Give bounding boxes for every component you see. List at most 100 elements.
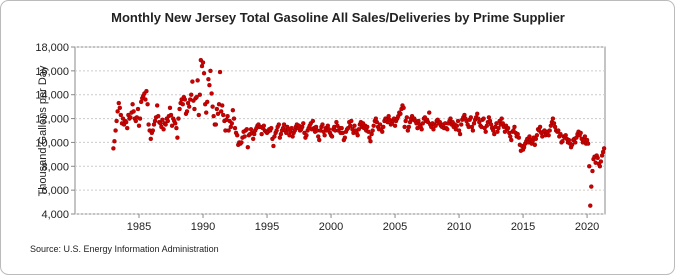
data-point (316, 134, 321, 139)
y-tick-label: 10,000 (35, 137, 69, 149)
data-point (558, 131, 563, 137)
data-point (348, 123, 353, 128)
data-point (167, 105, 173, 111)
data-point (248, 127, 254, 132)
data-point (235, 133, 240, 138)
data-point (218, 109, 224, 114)
data-point (459, 122, 464, 127)
data-point (509, 137, 514, 143)
data-point (386, 113, 391, 119)
data-point (196, 112, 201, 118)
data-point (214, 106, 220, 112)
data-point (161, 127, 166, 132)
data-point (534, 133, 540, 138)
data-point (448, 116, 453, 121)
data-point (261, 123, 267, 128)
data-point (601, 146, 607, 151)
data-point (133, 118, 139, 124)
data-point (599, 153, 605, 158)
data-point (325, 123, 331, 128)
data-point (177, 106, 182, 112)
data-point (300, 124, 305, 130)
data-point (455, 118, 461, 124)
data-point (281, 122, 287, 127)
data-point (182, 97, 188, 102)
data-point (462, 112, 467, 118)
data-point (598, 159, 604, 164)
data-point (194, 94, 199, 100)
data-point (367, 135, 372, 140)
data-point (136, 123, 142, 128)
data-point (597, 164, 603, 169)
data-point (469, 124, 475, 130)
data-point (457, 131, 463, 137)
data-point (146, 122, 151, 127)
data-point (427, 110, 432, 115)
data-point (190, 79, 195, 84)
x-tick-label: 1985 (127, 221, 151, 233)
data-point (366, 129, 371, 134)
data-point (587, 164, 592, 169)
x-tick-label: 2015 (511, 221, 535, 233)
data-point (211, 113, 216, 119)
y-axis-label: Thousand Gallons per Day (37, 65, 49, 196)
data-point (173, 121, 178, 126)
source-note: Source: U.S. Energy Information Administ… (30, 244, 219, 254)
data-point (113, 128, 118, 133)
data-point (130, 102, 135, 107)
data-point (595, 155, 600, 161)
data-point (197, 92, 203, 97)
data-point (151, 122, 157, 127)
data-point (582, 134, 588, 139)
data-point (117, 105, 123, 111)
data-point (433, 123, 438, 128)
data-point (551, 121, 557, 126)
data-point (137, 116, 143, 121)
data-point (204, 110, 209, 115)
data-point (420, 121, 426, 126)
data-point (207, 82, 212, 88)
data-point (144, 88, 149, 94)
data-point (225, 113, 230, 119)
data-point (230, 108, 236, 113)
data-point (114, 118, 119, 124)
data-point (588, 203, 593, 208)
data-point (339, 125, 344, 131)
data-point (189, 92, 194, 97)
data-point (195, 78, 200, 83)
data-point (205, 99, 210, 105)
data-point (111, 146, 116, 151)
data-point (215, 111, 221, 117)
data-point (368, 139, 373, 144)
data-point (470, 128, 476, 133)
data-point (365, 124, 370, 130)
data-point (156, 113, 161, 119)
data-point (213, 122, 219, 127)
data-point (556, 128, 561, 133)
data-point (150, 128, 156, 133)
data-point (546, 133, 551, 138)
data-point (373, 116, 379, 121)
data-point (317, 137, 322, 143)
data-point (221, 112, 226, 118)
data-point (381, 124, 386, 130)
data-point (284, 130, 289, 136)
y-tick-label: 12,000 (35, 114, 69, 126)
data-point (116, 100, 121, 106)
data-point (508, 134, 513, 139)
data-point (516, 135, 522, 140)
data-point (483, 129, 488, 134)
data-point (481, 116, 486, 121)
x-tick-label: 2020 (575, 221, 599, 233)
data-point (468, 115, 474, 120)
data-point (334, 119, 339, 125)
data-point (505, 125, 511, 131)
data-point (239, 140, 244, 145)
data-point (290, 134, 295, 139)
data-point (355, 133, 360, 138)
data-point (169, 123, 175, 128)
data-point (590, 168, 595, 174)
x-tick-label: 2005 (383, 221, 407, 233)
data-point (476, 116, 481, 121)
